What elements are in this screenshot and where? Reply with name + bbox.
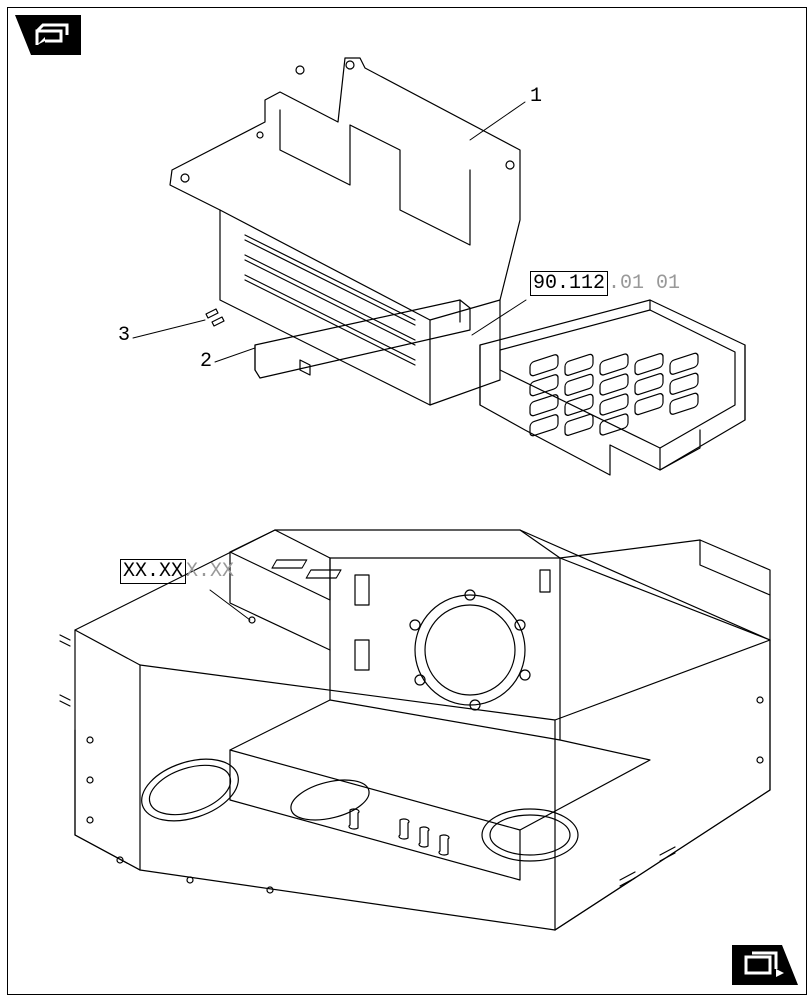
diagram-lineart <box>0 0 812 1000</box>
main-chassis <box>60 530 770 930</box>
callout-3-text: 3 <box>118 324 130 347</box>
louvered-vent-cover <box>480 300 745 475</box>
callout-ref1: 90.112.01 01 <box>530 272 680 295</box>
callout-ref2: XX.XXX.XX <box>120 560 234 583</box>
callout-ref2-tail: X.XX <box>186 560 234 583</box>
callout-ref1-tail: .01 01 <box>608 272 680 295</box>
callout-1-text: 1 <box>530 85 542 108</box>
upper-bracket-plate <box>170 58 520 405</box>
callout-3: 3 <box>118 324 130 347</box>
pin-pair <box>206 309 224 326</box>
callout-1: 1 <box>530 85 542 108</box>
callout-ref2-box: XX.XX <box>120 559 186 584</box>
callout-2-text: 2 <box>200 350 212 373</box>
callout-2: 2 <box>200 350 212 373</box>
callout-ref1-box: 90.112 <box>530 271 608 296</box>
leader-lines <box>133 102 526 620</box>
